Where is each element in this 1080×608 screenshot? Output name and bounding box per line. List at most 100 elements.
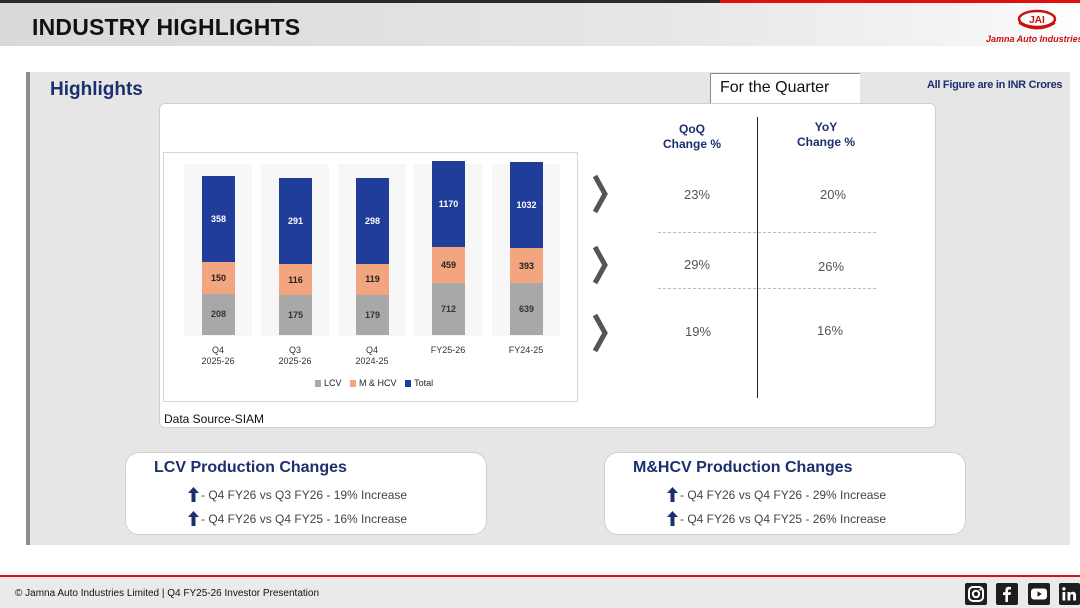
mhcv-change-line: - Q4 FY26 vs Q4 FY26 - 29% Increase — [667, 487, 886, 502]
lcv-change-line: - Q4 FY26 vs Q3 FY26 - 19% Increase — [188, 487, 407, 502]
yoy-value: 26% — [817, 259, 845, 274]
yoy-header-line2: Change % — [796, 135, 855, 149]
arrow-up-icon — [667, 487, 678, 502]
x-tick-label: Q4 2025-26 — [183, 345, 253, 367]
bar-segment-mhcv: 393 — [510, 248, 543, 283]
title-band — [0, 3, 1080, 46]
data-label: 1170 — [438, 199, 459, 210]
bar-segment-mhcv: 119 — [356, 263, 389, 296]
bar-segment-total: 358 — [202, 175, 235, 262]
legend-swatch-total — [405, 380, 412, 387]
x-tick-label-line: 2024-25 — [355, 356, 389, 366]
column-divider — [757, 117, 758, 398]
youtube-icon[interactable] — [1028, 583, 1050, 605]
section-heading: Highlights — [50, 79, 143, 100]
x-tick-label-line: Q4 — [211, 345, 224, 355]
legend-item-total: Total — [405, 378, 433, 388]
lcv-change-text: - Q4 FY26 vs Q3 FY26 - 19% Increase — [201, 488, 408, 502]
qoq-value: 19% — [684, 324, 712, 339]
x-tick-label: Q3 2025-26 — [260, 345, 330, 367]
arrow-up-icon — [188, 511, 199, 526]
bar-segment-lcv: 639 — [510, 283, 543, 335]
legend-swatch-lcv — [315, 380, 321, 387]
company-name: Jamna Auto Industries L — [986, 34, 1080, 44]
data-label: 150 — [210, 272, 227, 283]
x-tick-label: Q4 2024-25 — [337, 345, 407, 367]
legend-item-lcv: LCV — [315, 378, 342, 388]
data-label: 712 — [440, 304, 457, 314]
qoq-value: 29% — [683, 257, 711, 272]
qoq-header: QoQ Change % — [637, 122, 747, 152]
data-label: 116 — [288, 274, 303, 285]
top-rule — [0, 0, 1080, 3]
company-logo: JAI — [1015, 8, 1059, 39]
x-tick-label-line: FY25-26 — [430, 345, 466, 355]
bar-segment-total: 1032 — [510, 162, 543, 249]
chevron-right-icon — [592, 174, 608, 214]
row-divider — [658, 232, 876, 233]
chart-legend: LCV M & HCV Total — [315, 378, 439, 388]
x-tick-label-line: Q4 — [365, 345, 378, 355]
data-label: 393 — [518, 260, 535, 271]
bar-segment-lcv: 175 — [279, 295, 312, 335]
bar-segment-total: 291 — [279, 177, 312, 264]
x-tick-label: FY24-25 — [491, 345, 561, 356]
mhcv-change-text: - Q4 FY26 vs Q4 FY26 - 29% Increase — [680, 488, 887, 502]
mhcv-change-text: - Q4 FY26 vs Q4 FY25 - 26% Increase — [680, 512, 887, 526]
data-source: Data Source-SIAM — [164, 412, 265, 426]
mhcv-change-line: - Q4 FY26 vs Q4 FY25 - 26% Increase — [667, 511, 886, 526]
data-label: 298 — [364, 215, 381, 226]
footer-band — [0, 577, 1080, 608]
chevron-right-icon — [592, 245, 608, 285]
data-label: 639 — [518, 304, 535, 314]
bar-segment-lcv: 208 — [202, 293, 235, 335]
bar-segment-total: 1170 — [432, 161, 465, 248]
yoy-value: 16% — [816, 323, 844, 338]
row-divider — [658, 288, 876, 289]
logo-text: JAI — [1029, 15, 1045, 26]
lcv-change-line: - Q4 FY26 vs Q4 FY25 - 16% Increase — [188, 511, 407, 526]
bar-segment-lcv: 179 — [356, 295, 389, 335]
lcv-change-text: - Q4 FY26 vs Q4 FY25 - 16% Increase — [201, 512, 408, 526]
qoq-header-line2: Change % — [662, 137, 721, 151]
qoq-value: 23% — [683, 187, 711, 202]
bar-segment-mhcv: 459 — [432, 247, 465, 283]
mhcv-panel — [604, 452, 966, 535]
data-label: 291 — [287, 215, 304, 226]
arrow-up-icon — [667, 511, 678, 526]
mhcv-panel-title: M&HCV Production Changes — [633, 459, 853, 476]
period-label: For the Quarter — [710, 73, 860, 103]
linkedin-icon[interactable] — [1059, 583, 1080, 605]
arrow-up-icon — [188, 487, 199, 502]
data-label: 179 — [364, 310, 381, 321]
legend-item-mhcv: M & HCV — [350, 378, 397, 388]
data-label: 175 — [287, 310, 304, 321]
facebook-icon[interactable] — [996, 583, 1018, 605]
legend-label-total: Total — [414, 378, 434, 388]
data-label: 358 — [210, 213, 227, 224]
data-label: 459 — [440, 260, 457, 271]
top-accent-rule — [720, 0, 1080, 3]
x-tick-label-line: FY24-25 — [508, 345, 544, 355]
data-label: 1032 — [516, 200, 537, 211]
qoq-header-line1: QoQ — [679, 122, 705, 136]
legend-swatch-mhcv — [350, 380, 357, 387]
lcv-panel — [125, 452, 487, 535]
yoy-header-line1: YoY — [814, 120, 838, 134]
instagram-icon[interactable] — [965, 583, 987, 605]
legend-label-lcv: LCV — [324, 378, 342, 388]
lcv-panel-title: LCV Production Changes — [154, 459, 347, 476]
x-tick-label-line: Q3 — [288, 345, 301, 355]
bar-segment-mhcv: 150 — [202, 261, 235, 294]
yoy-header: YoY Change % — [771, 120, 881, 150]
chevron-right-icon — [592, 313, 608, 353]
footer-text: © Jamna Auto Industries Limited | Q4 FY2… — [15, 588, 320, 599]
x-tick-label-line: 2025-26 — [278, 356, 312, 366]
bar-segment-total: 298 — [356, 177, 389, 264]
x-tick-label-line: 2025-26 — [201, 356, 235, 366]
footer-rule — [0, 575, 1080, 577]
bar-segment-lcv: 712 — [432, 283, 465, 335]
data-label: 208 — [210, 309, 227, 320]
bar-segment-mhcv: 116 — [279, 263, 312, 296]
legend-label-mhcv: M & HCV — [359, 378, 397, 388]
